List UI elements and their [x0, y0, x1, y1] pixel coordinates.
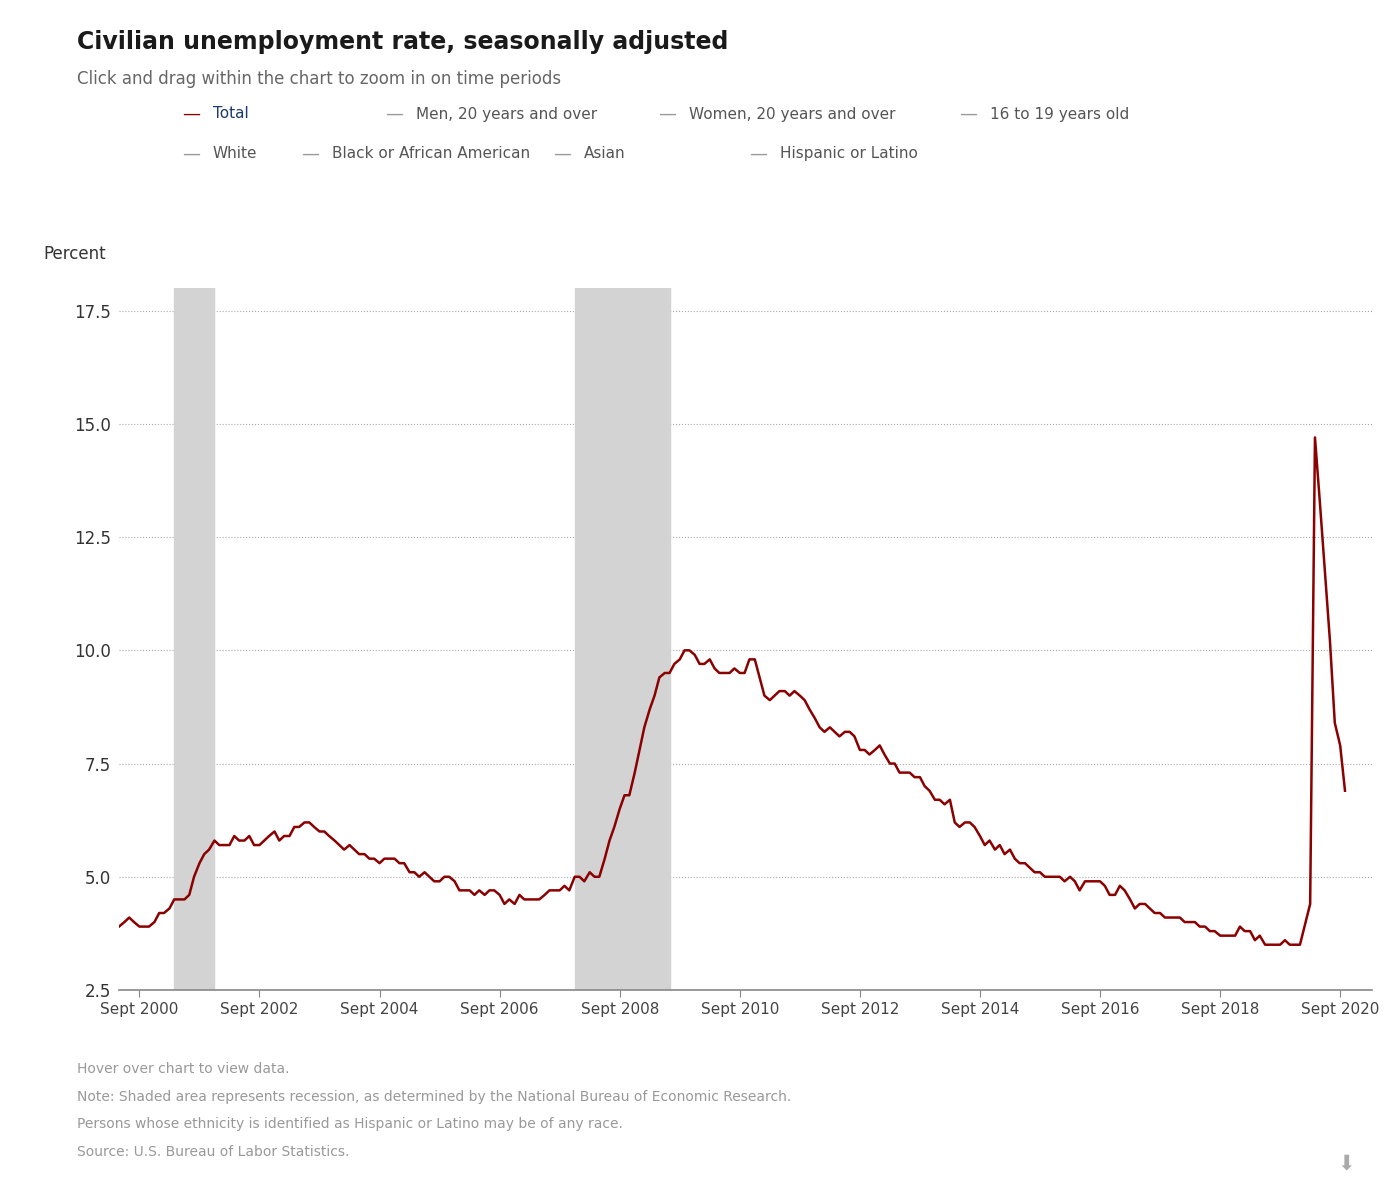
- Text: White: White: [213, 146, 258, 161]
- Text: —: —: [182, 144, 200, 162]
- Text: ⬇: ⬇: [1338, 1153, 1355, 1174]
- Text: —: —: [301, 144, 319, 162]
- Text: Note: Shaded area represents recession, as determined by the National Bureau of : Note: Shaded area represents recession, …: [77, 1090, 791, 1104]
- Text: 16 to 19 years old: 16 to 19 years old: [990, 107, 1128, 121]
- Text: —: —: [182, 104, 200, 122]
- Text: Asian: Asian: [584, 146, 626, 161]
- Text: —: —: [658, 104, 676, 122]
- Text: Persons whose ethnicity is identified as Hispanic or Latino may be of any race.: Persons whose ethnicity is identified as…: [77, 1117, 623, 1132]
- Text: Men, 20 years and over: Men, 20 years and over: [416, 107, 596, 121]
- Bar: [174, 288, 214, 990]
- Bar: [574, 288, 669, 990]
- Text: —: —: [749, 144, 767, 162]
- Text: —: —: [385, 104, 403, 122]
- Text: Hispanic or Latino: Hispanic or Latino: [780, 146, 917, 161]
- Text: Source: U.S. Bureau of Labor Statistics.: Source: U.S. Bureau of Labor Statistics.: [77, 1145, 350, 1159]
- Text: Percent: Percent: [43, 246, 106, 264]
- Text: —: —: [959, 104, 977, 122]
- Text: Women, 20 years and over: Women, 20 years and over: [689, 107, 896, 121]
- Text: —: —: [553, 144, 571, 162]
- Text: Civilian unemployment rate, seasonally adjusted: Civilian unemployment rate, seasonally a…: [77, 30, 728, 54]
- Text: Black or African American: Black or African American: [332, 146, 531, 161]
- Text: Hover over chart to view data.: Hover over chart to view data.: [77, 1062, 290, 1076]
- Text: Click and drag within the chart to zoom in on time periods: Click and drag within the chart to zoom …: [77, 70, 561, 88]
- Text: Total: Total: [213, 107, 249, 121]
